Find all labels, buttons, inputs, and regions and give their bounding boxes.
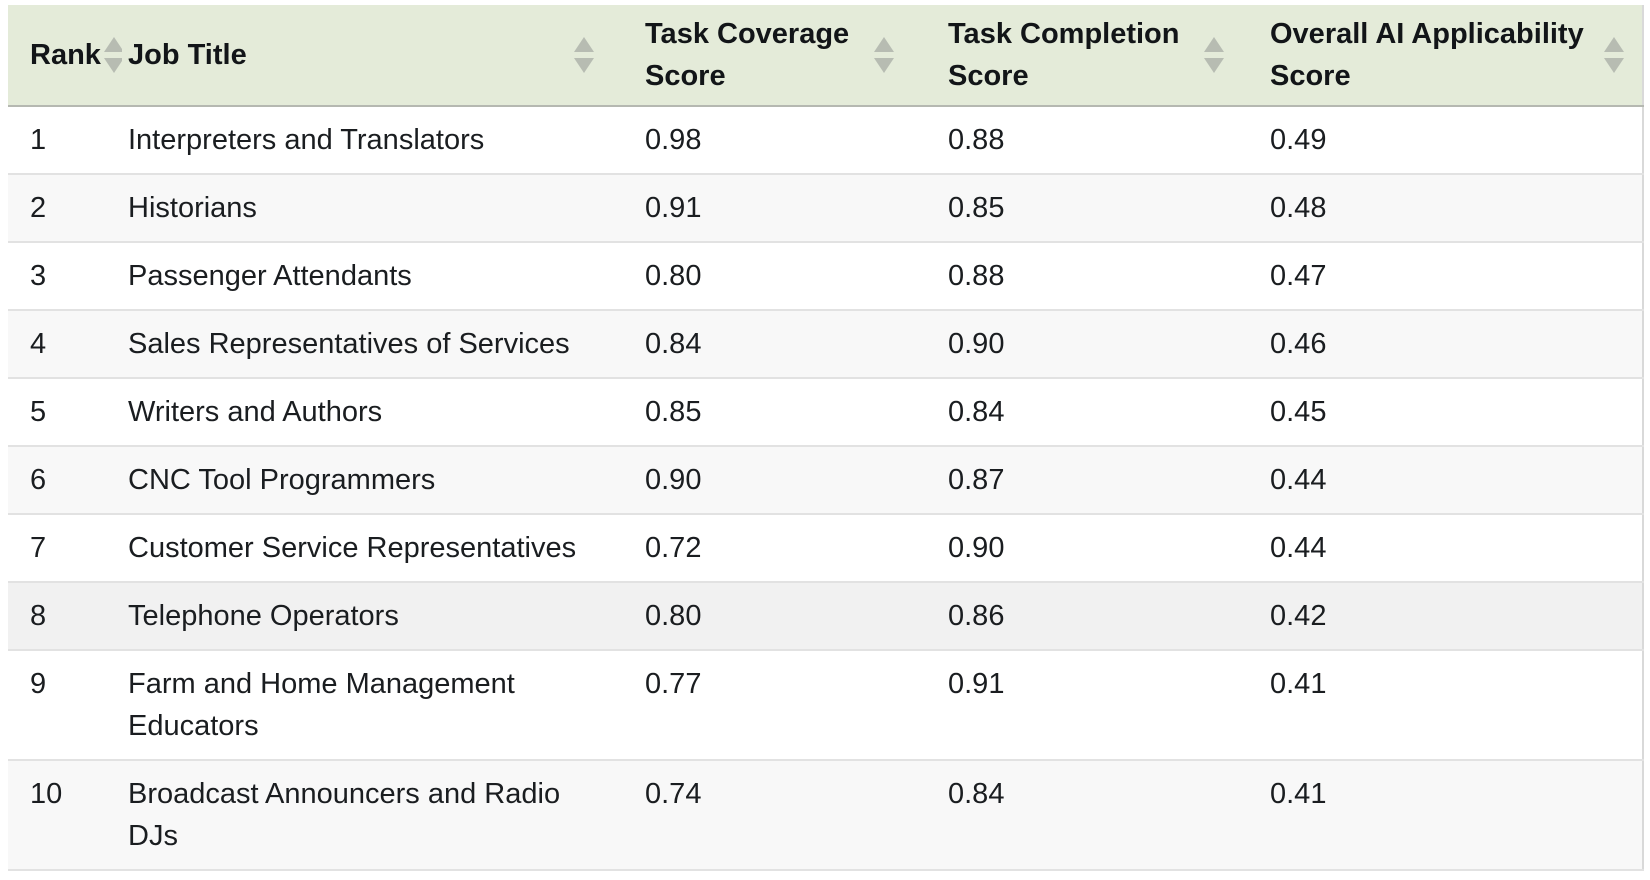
cell-task-coverage-score: 0.85 <box>612 378 912 447</box>
cell-task-coverage-score: 0.98 <box>612 106 912 175</box>
column-header-task-completion-score[interactable]: Task Completion Score <box>912 5 1242 107</box>
sort-ascending-icon <box>574 37 594 52</box>
cell-job-title: Broadcast Announcers and Radio DJs <box>122 760 612 871</box>
table-row: 2 Historians 0.91 0.85 0.48 <box>8 174 1643 243</box>
table-row: 6 CNC Tool Programmers 0.90 0.87 0.44 <box>8 446 1643 515</box>
column-header-task-completion-score-label: Task Completion Score <box>948 18 1180 92</box>
column-header-rank-label: Rank <box>30 39 101 71</box>
cell-overall-ai-applicability-score: 0.46 <box>1242 310 1643 379</box>
sort-descending-icon <box>874 58 894 73</box>
jobs-table: Rank Job Title Task Coverage Score <box>8 5 1644 871</box>
column-header-task-coverage-score[interactable]: Task Coverage Score <box>612 5 912 107</box>
cell-job-title: Passenger Attendants <box>122 242 612 311</box>
cell-task-coverage-score: 0.90 <box>612 446 912 515</box>
table-row: 4 Sales Representatives of Services 0.84… <box>8 310 1643 379</box>
cell-overall-ai-applicability-score: 0.41 <box>1242 760 1643 871</box>
cell-overall-ai-applicability-score: 0.45 <box>1242 378 1643 447</box>
cell-task-completion-score: 0.88 <box>912 242 1242 311</box>
column-header-job-title[interactable]: Job Title <box>122 5 612 107</box>
cell-job-title: Customer Service Representatives <box>122 514 612 583</box>
cell-job-title: Farm and Home Management Educators <box>122 650 612 761</box>
table-row: 7 Customer Service Representatives 0.72 … <box>8 514 1643 583</box>
cell-task-coverage-score: 0.91 <box>612 174 912 243</box>
cell-overall-ai-applicability-score: 0.42 <box>1242 582 1643 651</box>
table-row: 8 Telephone Operators 0.80 0.86 0.42 <box>8 582 1643 651</box>
table-row: 5 Writers and Authors 0.85 0.84 0.45 <box>8 378 1643 447</box>
cell-rank: 9 <box>8 650 122 761</box>
cell-task-coverage-score: 0.74 <box>612 760 912 871</box>
column-header-rank[interactable]: Rank <box>8 5 124 107</box>
cell-task-completion-score: 0.84 <box>912 760 1242 871</box>
cell-job-title: Interpreters and Translators <box>122 106 612 175</box>
sort-descending-icon <box>1604 58 1624 73</box>
sort-arrows-icon <box>1604 37 1624 73</box>
table-row: 1 Interpreters and Translators 0.98 0.88… <box>8 106 1643 175</box>
cell-overall-ai-applicability-score: 0.48 <box>1242 174 1643 243</box>
table-body: 1 Interpreters and Translators 0.98 0.88… <box>8 106 1643 871</box>
cell-task-completion-score: 0.85 <box>912 174 1242 243</box>
cell-rank: 1 <box>8 106 122 175</box>
cell-rank: 10 <box>8 760 122 871</box>
jobs-table-container: Rank Job Title Task Coverage Score <box>8 5 1644 871</box>
cell-overall-ai-applicability-score: 0.44 <box>1242 514 1643 583</box>
cell-task-completion-score: 0.90 <box>912 310 1242 379</box>
cell-rank: 3 <box>8 242 122 311</box>
column-header-job-title-label: Job Title <box>128 39 247 71</box>
cell-job-title: Historians <box>122 174 612 243</box>
column-header-task-coverage-score-label: Task Coverage Score <box>645 18 850 92</box>
cell-task-completion-score: 0.86 <box>912 582 1242 651</box>
sort-arrows-icon <box>874 37 894 73</box>
cell-task-completion-score: 0.90 <box>912 514 1242 583</box>
cell-rank: 6 <box>8 446 122 515</box>
cell-task-coverage-score: 0.80 <box>612 242 912 311</box>
cell-task-completion-score: 0.88 <box>912 106 1242 175</box>
column-header-overall-ai-applicability-score-label: Overall AI Applicability Score <box>1270 18 1584 92</box>
table-row: 9 Farm and Home Management Educators 0.7… <box>8 650 1643 761</box>
cell-task-completion-score: 0.84 <box>912 378 1242 447</box>
cell-task-coverage-score: 0.72 <box>612 514 912 583</box>
sort-ascending-icon <box>874 37 894 52</box>
sort-ascending-icon <box>1604 37 1624 52</box>
sort-descending-icon <box>574 58 594 73</box>
cell-task-coverage-score: 0.77 <box>612 650 912 761</box>
cell-overall-ai-applicability-score: 0.47 <box>1242 242 1643 311</box>
sort-arrows-icon <box>104 37 124 73</box>
cell-task-completion-score: 0.91 <box>912 650 1242 761</box>
cell-overall-ai-applicability-score: 0.41 <box>1242 650 1643 761</box>
sort-descending-icon <box>104 58 124 73</box>
cell-overall-ai-applicability-score: 0.49 <box>1242 106 1643 175</box>
table-header: Rank Job Title Task Coverage Score <box>8 5 1643 107</box>
cell-task-coverage-score: 0.84 <box>612 310 912 379</box>
cell-job-title: Telephone Operators <box>122 582 612 651</box>
cell-rank: 8 <box>8 582 122 651</box>
cell-overall-ai-applicability-score: 0.44 <box>1242 446 1643 515</box>
cell-task-completion-score: 0.87 <box>912 446 1242 515</box>
cell-rank: 4 <box>8 310 122 379</box>
table-row: 3 Passenger Attendants 0.80 0.88 0.47 <box>8 242 1643 311</box>
cell-job-title: CNC Tool Programmers <box>122 446 612 515</box>
cell-task-coverage-score: 0.80 <box>612 582 912 651</box>
sort-arrows-icon <box>574 37 594 73</box>
sort-ascending-icon <box>104 37 124 52</box>
cell-job-title: Writers and Authors <box>122 378 612 447</box>
sort-arrows-icon <box>1204 37 1224 73</box>
cell-job-title: Sales Representatives of Services <box>122 310 612 379</box>
cell-rank: 7 <box>8 514 122 583</box>
column-header-overall-ai-applicability-score[interactable]: Overall AI Applicability Score <box>1242 5 1643 107</box>
header-row: Rank Job Title Task Coverage Score <box>8 5 1643 107</box>
cell-rank: 2 <box>8 174 122 243</box>
table-row: 10 Broadcast Announcers and Radio DJs 0.… <box>8 760 1643 871</box>
cell-rank: 5 <box>8 378 122 447</box>
sort-descending-icon <box>1204 58 1224 73</box>
sort-ascending-icon <box>1204 37 1224 52</box>
